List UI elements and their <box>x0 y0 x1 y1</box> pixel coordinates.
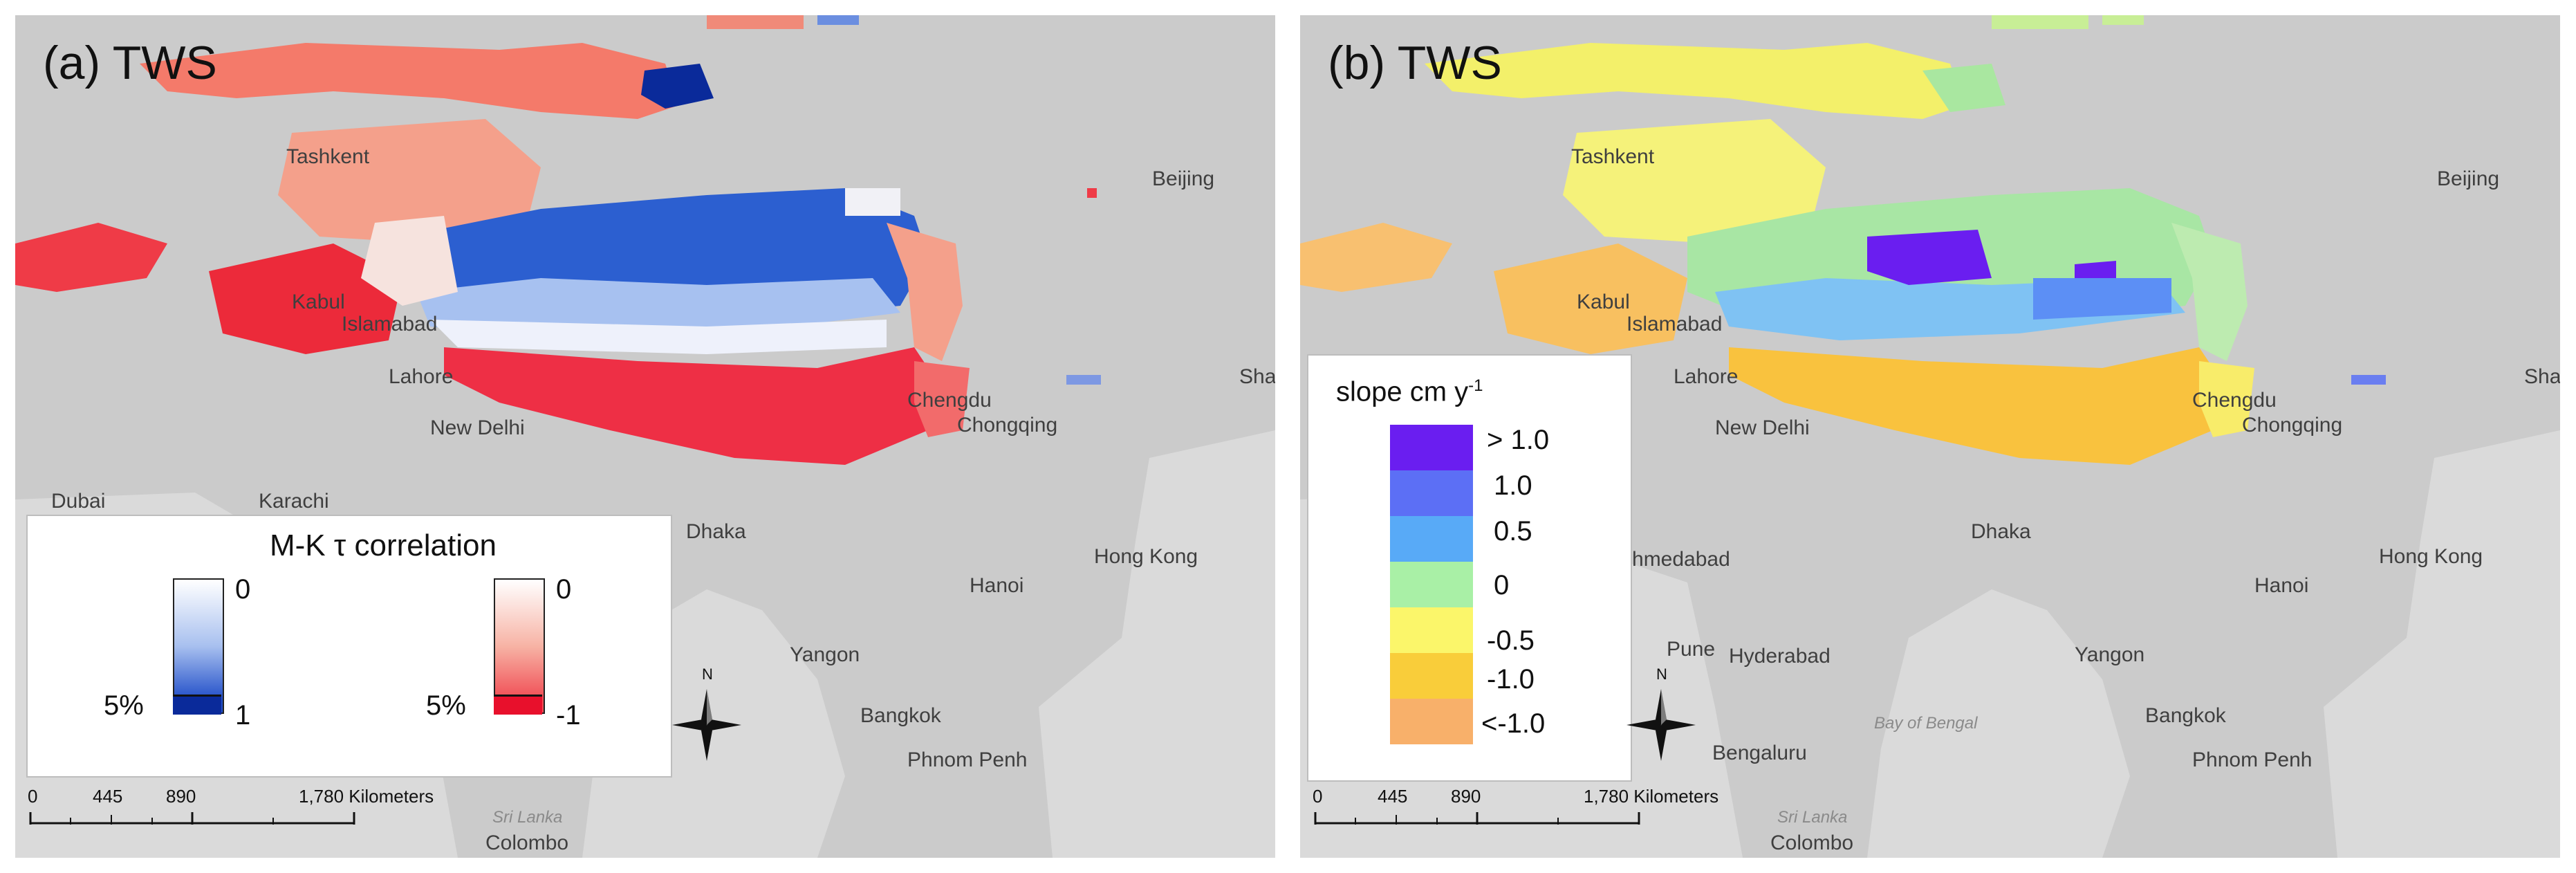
slope-swatch <box>1390 607 1473 653</box>
city-lahore: Lahore <box>389 365 453 389</box>
city-hong-kong: Hong Kong <box>1094 545 1198 569</box>
scale-tick-445: 445 <box>1378 786 1407 807</box>
map-panel-b: (b) TWS Tashkent Beijing Kabul Islamabad… <box>1300 15 2560 858</box>
north-label: N <box>1656 665 1667 683</box>
slope-swatch <box>1390 425 1473 470</box>
city-karachi: Karachi <box>259 490 329 513</box>
slope-patch <box>2102 15 2144 25</box>
red-sig-band <box>494 695 542 715</box>
tws-patch <box>1066 375 1101 385</box>
city-colombo: Colombo <box>485 831 568 855</box>
panel-b-label: (b) TWS <box>1328 36 1502 90</box>
scale-bar-b <box>1314 809 1646 830</box>
north-label: N <box>702 665 713 683</box>
red-bar-top-label: 0 <box>556 574 571 605</box>
north-arrow-icon <box>1627 679 1696 762</box>
slope-swatch <box>1390 470 1473 516</box>
blue-ramp-bar <box>173 578 224 714</box>
scale-tick-0: 0 <box>28 786 37 807</box>
city-chongqing: Chongqing <box>2242 414 2342 437</box>
scale-tick-890: 890 <box>1451 786 1481 807</box>
slope-class-label: 0.5 <box>1494 516 1532 547</box>
city-islamabad: Islamabad <box>342 313 437 336</box>
slope-patch <box>2351 375 2386 385</box>
city-dubai: Dubai <box>51 490 105 513</box>
legend-b-title-sup: -1 <box>1468 376 1483 395</box>
scale-tick-0: 0 <box>1313 786 1322 807</box>
city-ahmedabad: Ahmedabad <box>1618 548 1730 571</box>
city-kabul: Kabul <box>1577 291 1630 314</box>
city-yangon: Yangon <box>2075 643 2144 667</box>
city-dhaka: Dhaka <box>686 520 746 544</box>
legend-b-title-text: slope cm y <box>1336 376 1468 407</box>
scale-tick-1780: 1,780 Kilometers <box>1584 786 1718 807</box>
legend-a-title: M-K τ correlation <box>270 529 497 563</box>
red-ramp-bar <box>494 578 545 714</box>
city-tashkent: Tashkent <box>286 145 369 169</box>
red-bar-bottom-label: -1 <box>556 700 581 731</box>
red-bar-sig-label: 5% <box>426 690 466 722</box>
city-beijing: Beijing <box>2437 167 2499 191</box>
slope-class-label: <-1.0 <box>1481 708 1545 739</box>
city-colombo: Colombo <box>1770 831 1853 855</box>
city-lahore: Lahore <box>1674 365 1738 389</box>
slope-class-label: > 1.0 <box>1487 425 1549 456</box>
tws-patch <box>817 15 859 25</box>
city-chengdu: Chengdu <box>2192 389 2277 412</box>
label-sri-lanka: Sri Lanka <box>492 808 562 827</box>
scale-tick-445: 445 <box>93 786 122 807</box>
city-islamabad: Islamabad <box>1627 313 1722 336</box>
slope-swatch <box>1390 653 1473 699</box>
legend-b: slope cm y-1 > 1.0 1.0 0.5 0 -0.5 -1.0 <… <box>1307 354 1632 782</box>
city-phnom-penh: Phnom Penh <box>2192 748 2312 772</box>
slope-purple-core <box>1867 230 1992 285</box>
slope-swatch <box>1390 516 1473 562</box>
north-arrow-icon <box>672 679 741 762</box>
city-hanoi: Hanoi <box>2254 574 2308 598</box>
city-phnom-penh: Phnom Penh <box>907 748 1027 772</box>
scale-tick-890: 890 <box>166 786 196 807</box>
city-beijing: Beijing <box>1152 167 1214 191</box>
city-pune: Pune <box>1667 638 1715 661</box>
label-sri-lanka: Sri Lanka <box>1777 808 1847 827</box>
city-bangkok: Bangkok <box>860 704 941 728</box>
city-dhaka: Dhaka <box>1971 520 2031 544</box>
city-shanghai: Shanghai <box>2524 365 2560 389</box>
slope-class-label: 0 <box>1494 570 1509 601</box>
city-kabul: Kabul <box>292 291 345 314</box>
city-chengdu: Chengdu <box>907 389 992 412</box>
slope-patch <box>1992 15 2088 29</box>
slope-class-label: -0.5 <box>1487 625 1535 656</box>
scale-bar-a <box>29 809 361 830</box>
city-hong-kong: Hong Kong <box>2379 545 2483 569</box>
slope-blue-east <box>2033 278 2171 320</box>
slope-swatch <box>1390 699 1473 744</box>
blue-bar-sig-label: 5% <box>104 690 144 722</box>
legend-b-title: slope cm y-1 <box>1336 376 1483 407</box>
city-shanghai: Shanghai <box>1239 365 1275 389</box>
blue-bar-bottom-label: 1 <box>235 700 250 731</box>
city-bengaluru: Bengaluru <box>1712 742 1807 765</box>
city-bangkok: Bangkok <box>2145 704 2226 728</box>
city-chongqing: Chongqing <box>957 414 1057 437</box>
tws-patch <box>707 15 804 29</box>
city-yangon: Yangon <box>790 643 860 667</box>
slope-swatch <box>1390 562 1473 607</box>
city-new-delhi: New Delhi <box>430 416 525 440</box>
slope-class-label: 1.0 <box>1494 470 1532 502</box>
blue-bar-top-label: 0 <box>235 574 250 605</box>
tws-patch <box>1087 188 1097 198</box>
tws-patch <box>845 188 900 216</box>
blue-sig-band <box>173 695 221 715</box>
slope-class-label: -1.0 <box>1487 664 1535 695</box>
scale-tick-1780: 1,780 Kilometers <box>299 786 434 807</box>
map-panel-a: (a) TWS Tashkent Beijing Kabul Islamabad… <box>15 15 1275 858</box>
city-hanoi: Hanoi <box>970 574 1023 598</box>
legend-a: M-K τ correlation 0 1 5% 0 -1 5% <box>26 515 672 778</box>
city-tashkent: Tashkent <box>1571 145 1654 169</box>
label-bay-of-bengal: Bay of Bengal <box>1874 714 1977 733</box>
city-new-delhi: New Delhi <box>1715 416 1810 440</box>
city-hyderabad: Hyderabad <box>1729 645 1831 668</box>
panel-a-label: (a) TWS <box>43 36 217 90</box>
